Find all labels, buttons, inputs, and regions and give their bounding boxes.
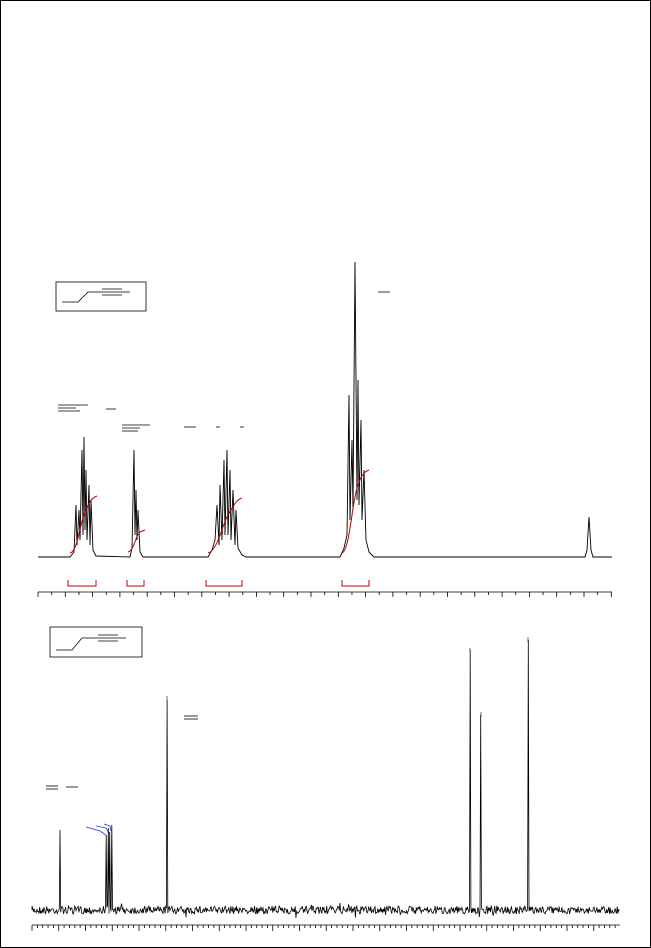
integration-brackets (67, 580, 370, 587)
spectrum-trace-bottom (31, 639, 620, 918)
integration-curves (69, 469, 370, 554)
structure-inset-top (55, 281, 147, 312)
peak-label-leaders-bottom (46, 715, 198, 790)
spectrum-trace-top (38, 261, 612, 558)
x-axis-top (37, 591, 612, 597)
structure-inset-bottom (49, 626, 143, 658)
x-axis-bottom (31, 924, 620, 931)
peak-label-leaders-top (58, 291, 390, 432)
